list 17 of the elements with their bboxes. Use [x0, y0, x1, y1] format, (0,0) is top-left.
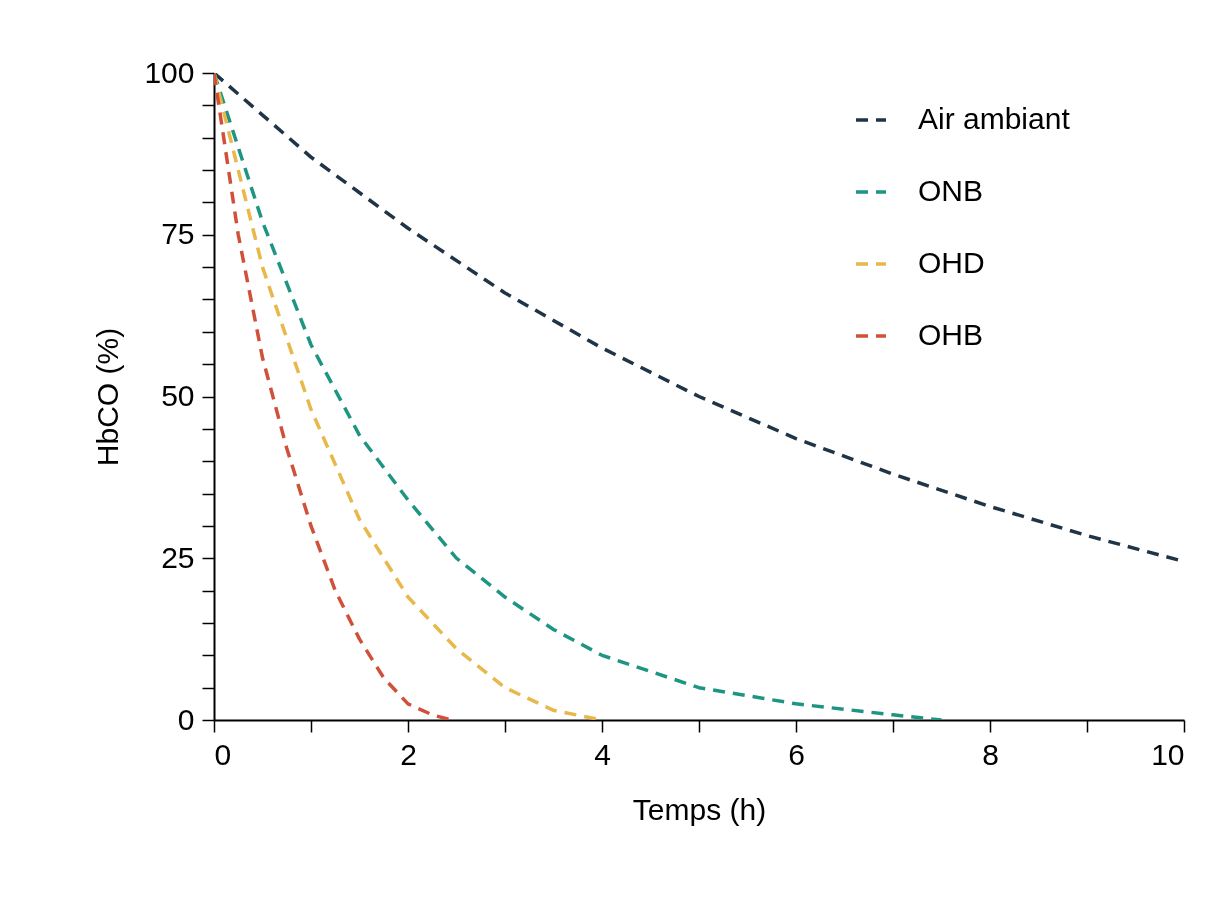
legend-label: ONB	[918, 174, 984, 207]
legend-label: OHD	[918, 246, 985, 279]
x-tick-label: 2	[400, 737, 417, 771]
x-tick-label: 8	[982, 737, 999, 771]
legend-label: Air ambiant	[918, 102, 1071, 135]
x-tick-label: 10	[1151, 737, 1185, 771]
y-axis-title: HbCO (%)	[91, 327, 125, 467]
y-tick-label: 75	[161, 217, 195, 251]
y-tick-label: 50	[161, 379, 195, 412]
y-tick-label: 0	[177, 702, 195, 736]
y-tick-label: 100	[144, 55, 195, 89]
legend-label: OHB	[918, 318, 984, 351]
y-tick-label: 25	[161, 540, 195, 574]
x-tick-label: 0	[214, 737, 232, 771]
x-tick-label: 6	[788, 737, 805, 771]
x-axis-title: Temps (h)	[632, 792, 767, 826]
x-tick-label: 4	[594, 737, 611, 771]
